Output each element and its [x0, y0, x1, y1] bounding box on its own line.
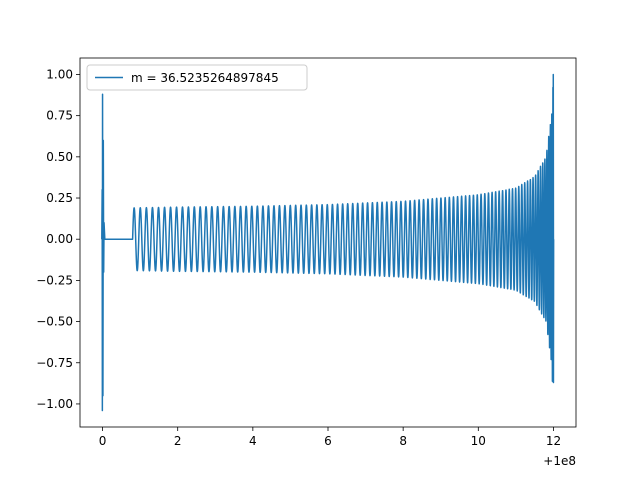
legend-label: m = 36.5235264897845: [131, 71, 279, 85]
x-tick-label: 2: [174, 434, 182, 448]
y-tick-label: 0.25: [46, 191, 73, 205]
y-tick-label: −0.50: [36, 315, 73, 329]
y-tick-label: 0.50: [46, 150, 73, 164]
y-tick-label: 0.75: [46, 109, 73, 123]
x-tick-label: 10: [471, 434, 486, 448]
x-tick-label: 8: [399, 434, 407, 448]
y-tick-label: −1.00: [36, 397, 73, 411]
x-tick-label: 6: [324, 434, 332, 448]
legend: m = 36.5235264897845: [86, 64, 308, 91]
y-tick-label: −0.75: [36, 356, 73, 370]
y-axis: −1.00 −0.75 −0.50 −0.25 0.00 0.25 0.50 0.75 1.00: [36, 67, 80, 411]
y-tick-label: −0.25: [36, 273, 73, 287]
series-layer: [101, 73, 555, 412]
y-tick-label: 1.00: [46, 67, 73, 81]
x-axis: 0 2 4 6 8 10 12: [99, 427, 561, 448]
legend-box: [86, 64, 308, 91]
x-offset-label: +1e8: [543, 454, 576, 468]
series-line: [101, 73, 555, 412]
x-tick-label: 4: [249, 434, 257, 448]
x-tick-label: 0: [99, 434, 107, 448]
y-tick-label: 0.00: [46, 232, 73, 246]
x-tick-label: 12: [546, 434, 561, 448]
